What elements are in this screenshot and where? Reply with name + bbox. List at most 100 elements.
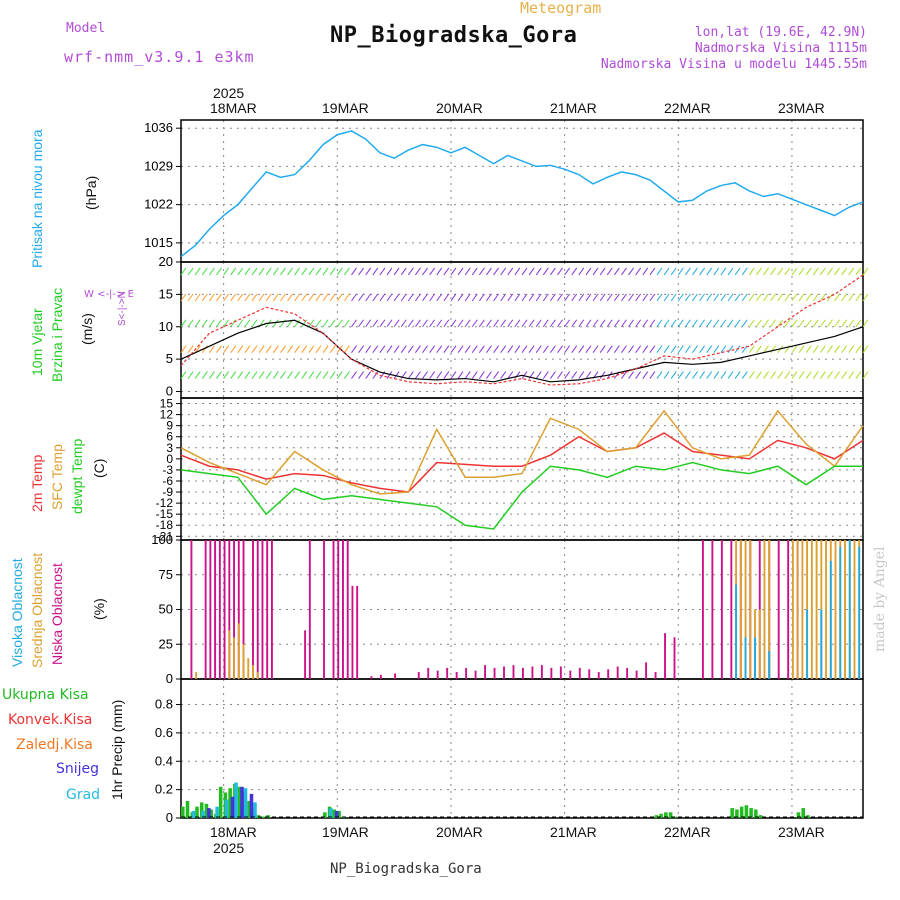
wind-barb — [315, 293, 322, 302]
wind-barb — [237, 345, 244, 353]
wind-barb — [841, 371, 848, 379]
precip-bar — [337, 810, 341, 818]
precip-bar — [207, 808, 211, 818]
y-tick-label: 20 — [159, 254, 173, 269]
precip-bar — [261, 816, 266, 818]
wind-barb — [784, 371, 791, 379]
precip-legend-total: Ukupna Kisa — [2, 687, 89, 703]
wind-barb — [308, 345, 315, 353]
wind-barb — [741, 293, 748, 302]
wind-barb — [805, 293, 812, 302]
wind-barb — [244, 293, 251, 302]
cloud-bar — [237, 540, 240, 679]
wind-barb — [784, 267, 791, 276]
wind-barb — [841, 267, 848, 276]
wind-barb — [400, 293, 407, 302]
wind-compass-we: W <-|-> E — [84, 289, 134, 300]
wind-barb — [351, 293, 357, 302]
wind-barb — [613, 319, 620, 328]
wind-barb — [542, 345, 549, 353]
wind-barb — [585, 293, 592, 302]
wind-barb — [265, 293, 272, 302]
wind-barb — [621, 267, 627, 276]
y-tick-label: 50 — [159, 602, 173, 617]
wind-barb — [493, 345, 499, 353]
wind-barb — [621, 345, 627, 353]
wind-barb — [358, 267, 365, 276]
wind-barb — [834, 293, 840, 302]
wind-barb — [450, 345, 457, 353]
wind-barb — [258, 371, 265, 379]
wind-barb — [578, 267, 585, 276]
wind-barb — [599, 293, 606, 302]
wind-barb — [329, 319, 336, 328]
wind-barb — [478, 371, 485, 379]
wind-barb — [812, 345, 819, 353]
wind-barb — [841, 319, 848, 328]
wind-barb — [677, 345, 684, 353]
y-tick-label: 6 — [166, 430, 173, 444]
wind-barb — [244, 267, 251, 276]
wind-barb — [571, 293, 578, 302]
wind-barb — [251, 319, 258, 328]
precip-legend-hail: Grad — [66, 787, 101, 803]
wind-barb — [358, 319, 365, 328]
wind-barb — [379, 345, 386, 353]
wind-barb — [230, 319, 237, 328]
wind-barb — [713, 319, 720, 328]
wind-barb — [258, 267, 265, 276]
y-tick-label: 1029 — [144, 158, 173, 173]
wind-barb — [429, 371, 436, 379]
wind-barb — [663, 319, 670, 328]
wind-barb — [500, 319, 507, 328]
y-tick-label: 100 — [151, 532, 173, 547]
y-tick-label: -3 — [162, 463, 173, 477]
wind-barb — [351, 319, 357, 328]
wind-barb — [756, 345, 762, 353]
wind-barb — [315, 319, 322, 328]
wind-barb — [486, 319, 492, 328]
cloud-bar — [233, 637, 235, 679]
wind-barb — [592, 319, 599, 328]
wind-barb — [770, 345, 777, 353]
precip-bar — [730, 808, 734, 818]
wind-barb — [486, 371, 492, 379]
wind-barb — [606, 293, 613, 302]
wind-barb — [784, 319, 791, 328]
wind-barb — [287, 345, 293, 353]
wind-barb — [393, 319, 400, 328]
precip-legend-convective: Konvek.Kisa — [8, 712, 93, 728]
wind-barb — [528, 293, 535, 302]
cloud-bar — [730, 540, 733, 679]
wind-barb — [507, 293, 514, 302]
wind-barb — [486, 345, 492, 353]
wind-barb — [429, 345, 436, 353]
cloud-bar — [342, 540, 344, 679]
wind-barb — [642, 345, 649, 353]
wind-barb — [237, 371, 244, 379]
wind-barb — [322, 319, 329, 328]
top-date-18: 18MAR — [210, 100, 257, 116]
wind-barb — [322, 345, 329, 353]
wind-barb — [585, 371, 592, 379]
wind-barb — [812, 267, 819, 276]
wind-barb — [478, 345, 485, 353]
y-tick-label: -12 — [156, 496, 174, 510]
wind-barb — [848, 293, 855, 302]
wind-barb — [564, 345, 571, 353]
cloud-bar — [758, 609, 761, 679]
wind-barb — [265, 345, 272, 353]
wind-barb — [478, 319, 485, 328]
wind-barb — [557, 319, 563, 328]
wind-barb — [201, 267, 208, 276]
wind-barb — [656, 267, 663, 276]
cloud-bar — [304, 630, 307, 679]
wind-barb — [606, 345, 613, 353]
precip-bar — [185, 800, 190, 818]
wind-barb — [209, 371, 215, 379]
cloud-bar — [853, 540, 856, 679]
wind-barb — [464, 371, 471, 379]
wind-barb — [521, 267, 528, 276]
wind-barb — [429, 293, 436, 302]
cloud-bar — [578, 667, 581, 679]
